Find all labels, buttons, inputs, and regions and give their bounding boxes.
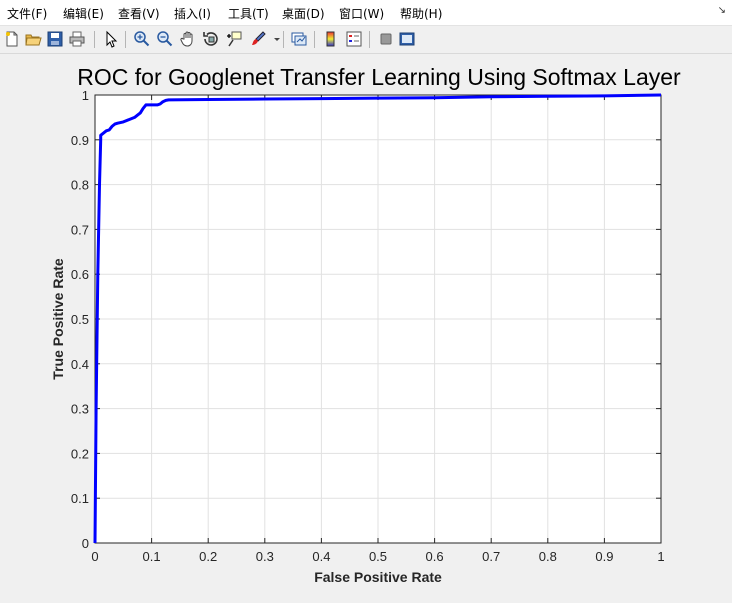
- figure-toolbar: [0, 26, 732, 54]
- y-tick-label: 0.4: [71, 357, 89, 372]
- legend-icon[interactable]: [345, 30, 363, 48]
- y-tick-label: 1: [82, 88, 89, 103]
- hide-plot-tools-icon[interactable]: [377, 30, 395, 48]
- toolbar-separator: [283, 31, 284, 48]
- y-tick-label: 0.6: [71, 267, 89, 282]
- show-plot-tools-icon[interactable]: [398, 30, 416, 48]
- open-file-icon[interactable]: [24, 30, 42, 48]
- x-tick-label: 1: [657, 549, 664, 564]
- roc-curve-line: [93, 93, 662, 544]
- x-axis-label: False Positive Rate: [314, 569, 442, 585]
- select-arrow-icon[interactable]: [102, 30, 120, 48]
- print-icon[interactable]: [68, 30, 86, 48]
- x-tick-label: 0.5: [369, 549, 387, 564]
- y-tick-label: 0.7: [71, 222, 89, 237]
- y-axis-label: True Positive Rate: [50, 258, 66, 380]
- x-tick-label: 0.3: [256, 549, 274, 564]
- y-tick-label: 0.5: [71, 312, 89, 327]
- y-tick-label: 0.3: [71, 402, 89, 417]
- toolbar-separator: [94, 31, 95, 48]
- zoom-in-icon[interactable]: [133, 30, 151, 48]
- save-icon[interactable]: [46, 30, 64, 48]
- brush-dropdown-icon[interactable]: [268, 30, 280, 48]
- x-tick-label: 0.9: [595, 549, 613, 564]
- y-tick-label: 0.9: [71, 133, 89, 148]
- dock-arrow-icon[interactable]: ↘: [717, 5, 726, 16]
- pan-hand-icon[interactable]: [179, 30, 197, 48]
- y-tick-label: 0.2: [71, 446, 89, 461]
- x-tick-label: 0.2: [199, 549, 217, 564]
- x-tick-label: 0.7: [482, 549, 500, 564]
- x-tick-label: 0.1: [143, 549, 161, 564]
- toolbar-separator: [125, 31, 126, 48]
- y-tick-label: 0: [82, 536, 89, 551]
- toolbar-separator: [369, 31, 370, 48]
- zoom-out-icon[interactable]: [156, 30, 174, 48]
- rotate-3d-icon[interactable]: [202, 30, 220, 48]
- brush-icon[interactable]: [249, 30, 267, 48]
- data-cursor-icon[interactable]: [225, 30, 243, 48]
- menu-edit[interactable]: 编辑(E): [63, 7, 104, 21]
- menu-help[interactable]: 帮助(H): [400, 7, 443, 21]
- colorbar-icon[interactable]: [322, 30, 340, 48]
- link-plot-icon[interactable]: [290, 30, 308, 48]
- menu-insert[interactable]: 插入(I): [174, 7, 211, 21]
- new-figure-icon[interactable]: [3, 30, 21, 48]
- y-tick-label: 0.1: [71, 491, 89, 506]
- roc-plot[interactable]: 0 0.1 0.2 0.3 0.4 0.5 0.6 0.7 0.8 0.9 1 0 0.1 0.2 0.3 0…: [0, 55, 732, 603]
- y-tick-label: 0.8: [71, 178, 89, 193]
- menu-desktop[interactable]: 桌面(D): [282, 7, 325, 21]
- menu-file[interactable]: 文件(F): [7, 7, 48, 21]
- menu-view[interactable]: 查看(V): [118, 7, 160, 21]
- x-tick-label: 0.6: [426, 549, 444, 564]
- x-tick-label: 0: [91, 549, 98, 564]
- toolbar-separator: [314, 31, 315, 48]
- chart-title: ROC for Googlenet Transfer Learning Usin…: [77, 64, 681, 90]
- x-tick-label: 0.8: [539, 549, 557, 564]
- figure-canvas: 0 0.1 0.2 0.3 0.4 0.5 0.6 0.7 0.8 0.9 1 0 0.1 0.2 0.3 0…: [0, 55, 732, 603]
- menu-bar: 文件(F) 编辑(E) 查看(V) 插入(I) 工具(T) 桌面(D) 窗口(W…: [0, 0, 732, 26]
- menu-window[interactable]: 窗口(W): [339, 7, 385, 21]
- menu-tools[interactable]: 工具(T): [228, 7, 269, 21]
- x-tick-label: 0.4: [312, 549, 330, 564]
